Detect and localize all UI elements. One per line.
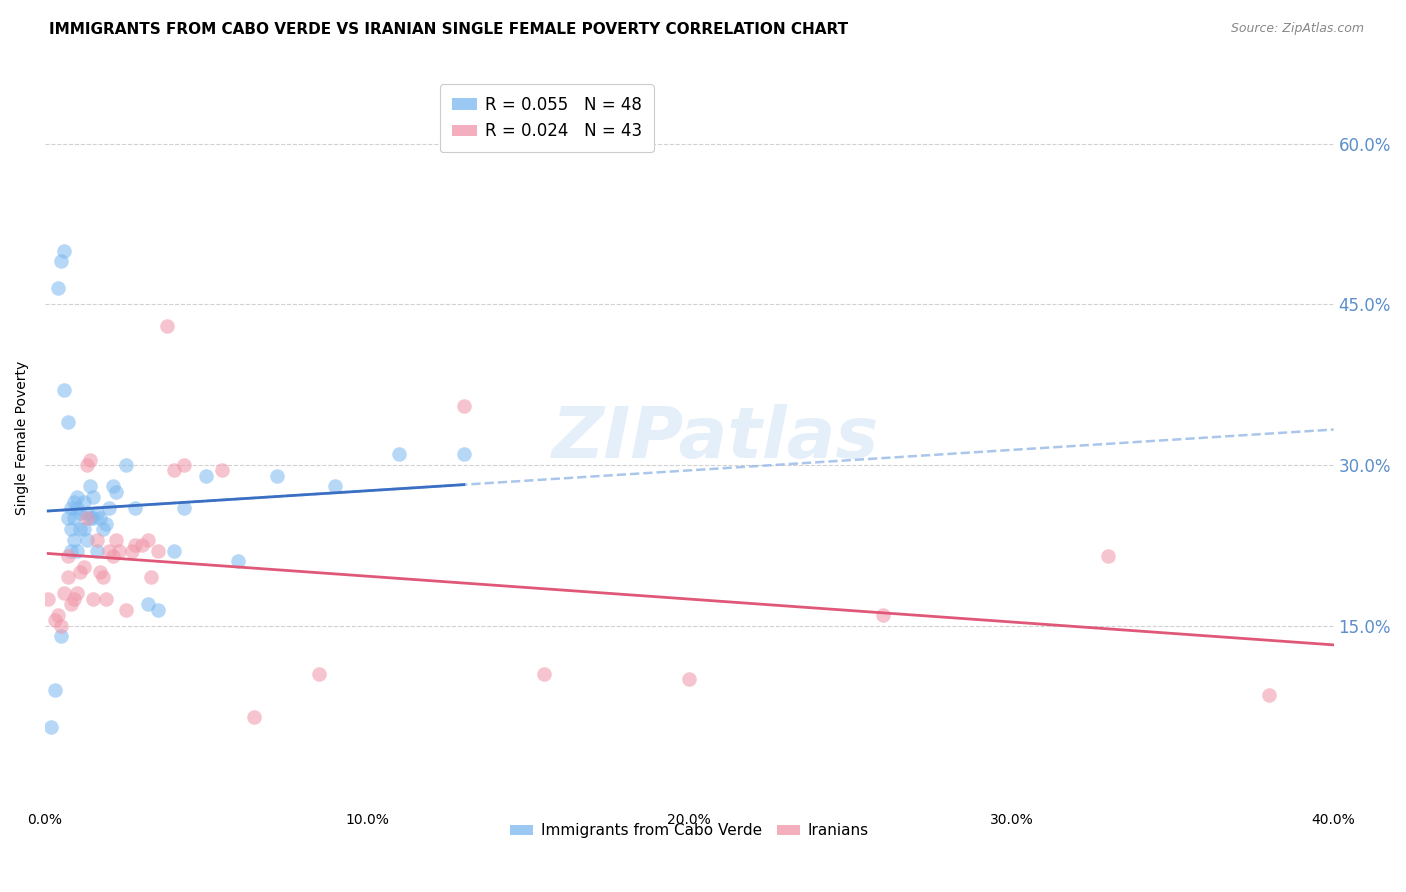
Point [96,516,118,531]
Point [86,506,108,520]
Point [72,559,94,574]
Point [146,543,169,558]
Point [136,533,159,547]
Point [678,672,700,686]
Point [53,244,76,258]
Point [308,666,330,681]
Point [49,629,72,643]
Point [56,415,79,429]
Text: IMMIGRANTS FROM CABO VERDE VS IRANIAN SINGLE FEMALE POVERTY CORRELATION CHART: IMMIGRANTS FROM CABO VERDE VS IRANIAN SI… [49,22,848,37]
Point [104,533,127,547]
Point [63,495,86,509]
Point [69,506,91,520]
Point [79,452,101,467]
Point [82,591,104,606]
Point [59,543,82,558]
Point [114,458,136,472]
Point [49,254,72,268]
Point [101,479,124,493]
Point [104,484,127,499]
Point [89,565,111,579]
Legend: Immigrants from Cabo Verde, Iranians: Immigrants from Cabo Verde, Iranians [503,817,875,845]
Point [63,533,86,547]
Point [37,591,59,606]
Point [226,554,249,568]
Point [114,602,136,616]
Point [156,318,179,333]
Point [59,500,82,515]
Point [76,458,98,472]
Point [76,533,98,547]
Point [86,533,108,547]
Point [44,682,66,697]
Point [66,543,89,558]
Text: Source: ZipAtlas.com: Source: ZipAtlas.com [1230,22,1364,36]
Point [63,511,86,525]
Point [49,618,72,632]
Point [53,383,76,397]
Point [98,500,121,515]
Point [79,511,101,525]
Point [108,543,131,558]
Point [72,522,94,536]
Point [72,495,94,509]
Point [44,613,66,627]
Point [98,543,121,558]
Point [56,511,79,525]
Point [146,602,169,616]
Point [141,570,163,584]
Point [66,586,89,600]
Point [243,709,266,723]
Y-axis label: Single Female Poverty: Single Female Poverty [15,361,30,516]
Point [56,570,79,584]
Point [101,549,124,563]
Point [69,522,91,536]
Point [1097,549,1119,563]
Point [91,522,114,536]
Point [91,570,114,584]
Point [53,586,76,600]
Point [173,458,195,472]
Point [96,591,118,606]
Point [195,468,218,483]
Point [76,511,98,525]
Point [79,479,101,493]
Point [211,463,233,477]
Point [163,543,186,558]
Point [1258,688,1281,702]
Point [453,399,475,413]
Point [46,607,69,622]
Point [56,549,79,563]
Point [131,538,153,552]
Text: ZIPatlas: ZIPatlas [551,404,879,473]
Point [41,720,63,734]
Point [872,607,894,622]
Point [86,543,108,558]
Point [453,447,475,461]
Point [76,506,98,520]
Point [63,591,86,606]
Point [46,281,69,295]
Point [121,543,143,558]
Point [323,479,346,493]
Point [388,447,411,461]
Point [82,490,104,504]
Point [66,500,89,515]
Point [163,463,186,477]
Point [59,522,82,536]
Point [173,500,195,515]
Point [266,468,288,483]
Point [124,538,146,552]
Point [59,597,82,611]
Point [82,511,104,525]
Point [124,500,146,515]
Point [136,597,159,611]
Point [89,511,111,525]
Point [533,666,555,681]
Point [66,490,89,504]
Point [69,565,91,579]
